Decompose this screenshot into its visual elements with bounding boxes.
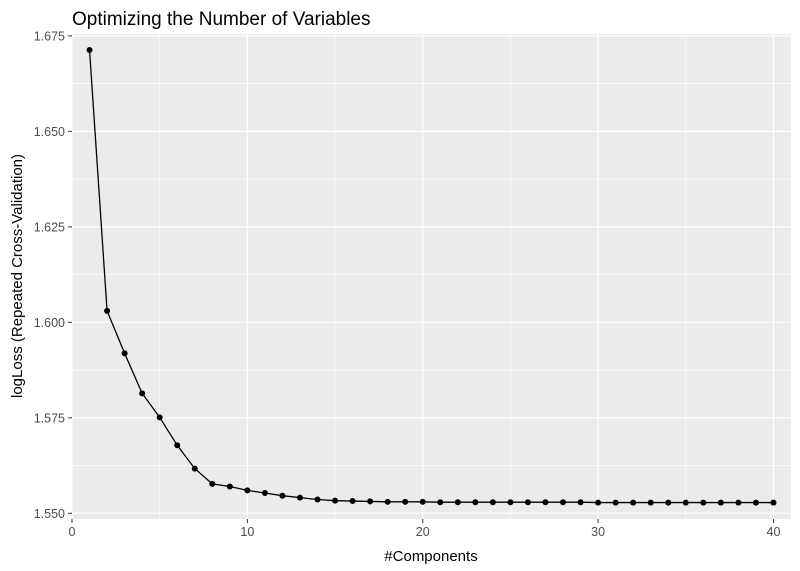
data-point: [700, 499, 707, 506]
data-point: [279, 492, 286, 499]
data-point: [454, 499, 461, 506]
y-axis-title: logLoss (Repeated Cross-Validation): [9, 154, 26, 398]
data-point: [104, 307, 111, 314]
data-point: [139, 390, 146, 397]
grid-major: [71, 34, 791, 519]
data-point: [472, 499, 479, 506]
data-point: [121, 350, 128, 357]
data-point: [507, 499, 514, 506]
data-point: [174, 442, 181, 449]
data-point: [735, 499, 742, 506]
data-point: [612, 499, 619, 506]
x-axis-title: #Components: [384, 548, 477, 565]
y-tick-label: 1.600: [34, 316, 65, 330]
data-point: [86, 47, 93, 54]
data-point: [752, 499, 759, 506]
data-point: [226, 483, 233, 490]
y-axis: 1.550 1.575 1.600 1.625 1.650 1.675: [34, 29, 72, 521]
data-point: [489, 499, 496, 506]
data-points: [86, 47, 777, 506]
data-point: [630, 499, 637, 506]
data-point: [314, 496, 321, 503]
data-point: [595, 499, 602, 506]
plot-panel: [72, 34, 791, 519]
x-tick-label: 10: [240, 525, 254, 539]
data-point: [191, 465, 198, 472]
data-point: [244, 487, 251, 494]
y-tick-label: 1.575: [34, 411, 65, 425]
y-tick-label: 1.550: [34, 507, 65, 521]
chart-title: Optimizing the Number of Variables: [72, 9, 371, 30]
data-point: [524, 499, 531, 506]
x-axis: 0 10 20 30 40: [69, 519, 781, 539]
data-point: [349, 498, 356, 505]
data-point: [665, 499, 672, 506]
data-point: [156, 414, 163, 421]
grid-minor: [72, 34, 791, 519]
data-point: [647, 499, 654, 506]
x-tick-label: 40: [767, 525, 781, 539]
series-line-group: [88, 49, 774, 504]
data-point: [419, 498, 426, 505]
data-point: [770, 499, 777, 506]
data-point: [717, 499, 724, 506]
data-point: [209, 480, 216, 487]
data-point: [384, 498, 391, 505]
y-tick-label: 1.675: [34, 29, 65, 43]
data-point: [402, 498, 409, 505]
y-tick-label: 1.650: [34, 125, 65, 139]
data-point: [560, 499, 567, 506]
x-tick-label: 20: [416, 525, 430, 539]
data-point: [437, 499, 444, 506]
data-point: [332, 497, 339, 504]
data-point: [542, 499, 549, 506]
x-tick-label: 0: [69, 525, 76, 539]
data-point: [261, 490, 268, 497]
data-point: [296, 494, 303, 501]
data-point: [367, 498, 374, 505]
data-point: [577, 499, 584, 506]
series-line: [88, 49, 774, 504]
data-point: [682, 499, 689, 506]
x-tick-label: 30: [591, 525, 605, 539]
y-tick-label: 1.625: [34, 220, 65, 234]
